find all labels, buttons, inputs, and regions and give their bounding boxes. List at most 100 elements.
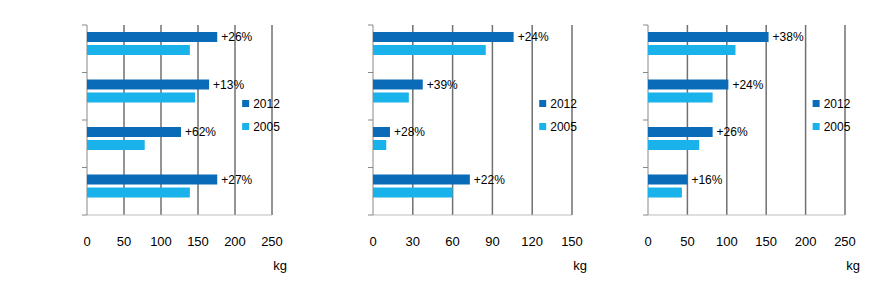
x-axis-line [373, 215, 572, 216]
bar [648, 80, 728, 90]
chart-panel: 0 50 100 150 200 250 +38% +24% +26% +16% kg 2012 200… [643, 25, 860, 273]
y-tick [643, 167, 648, 168]
legend-label: 2012 [550, 97, 577, 111]
legend-label: 2005 [824, 120, 851, 134]
tick-label: 100 [716, 234, 738, 249]
legend-label: 2012 [253, 97, 280, 111]
tick-label: 100 [150, 234, 172, 249]
bars [373, 32, 514, 198]
chart-panel: 0 50 100 150 200 250 +26% +13% +62% +27% kg 2012 200… [82, 25, 287, 273]
tick-label: 200 [795, 234, 817, 249]
bar [648, 32, 769, 42]
tick-label: 30 [406, 234, 420, 249]
annotation: +26% [221, 30, 252, 44]
grid-line [805, 25, 807, 215]
grid-line [234, 25, 236, 215]
annotation: +28% [394, 125, 425, 139]
tick-label: 250 [834, 234, 856, 249]
grid-line [765, 25, 767, 215]
tick-label: 120 [521, 234, 543, 249]
bar [87, 140, 145, 150]
bars [648, 32, 769, 198]
y-tick [82, 72, 87, 73]
annotation: +24% [518, 30, 549, 44]
tick-label: 60 [445, 234, 459, 249]
x-axis-line [87, 215, 272, 216]
y-tick [368, 120, 373, 121]
bars [87, 32, 217, 198]
legend-swatch [539, 123, 546, 130]
bar [87, 127, 181, 137]
annotation: +24% [732, 78, 763, 92]
figure: 0 50 100 150 200 250 +26% +13% +62% +27% kg 2012 200… [0, 0, 874, 287]
tick-label: 0 [644, 234, 651, 249]
legend-swatch [242, 100, 249, 107]
y-tick [643, 120, 648, 121]
y-tick [643, 72, 648, 73]
bar [648, 188, 682, 198]
axis-label: kg [573, 258, 587, 273]
y-tick [368, 167, 373, 168]
bar [648, 175, 687, 185]
grid-line [531, 25, 533, 215]
bar [648, 127, 713, 137]
annotation: +38% [773, 30, 804, 44]
bar [87, 32, 217, 42]
bar [87, 188, 190, 198]
bar [648, 45, 735, 55]
bar [87, 45, 190, 55]
y-tick [643, 25, 648, 26]
bar [87, 80, 209, 90]
bar [373, 32, 514, 42]
y-tick [82, 120, 87, 121]
bar [373, 140, 386, 150]
bar [373, 45, 486, 55]
annotation: +27% [221, 173, 252, 187]
y-tick [82, 167, 87, 168]
annotation: +16% [691, 173, 722, 187]
y-tick [82, 215, 87, 216]
tick-label: 0 [369, 234, 376, 249]
grid-line [197, 25, 199, 215]
y-tick [82, 25, 87, 26]
legend-swatch [242, 123, 249, 130]
bar [648, 140, 699, 150]
x-axis-line [648, 215, 845, 216]
bar [373, 175, 470, 185]
tick-label: 0 [83, 234, 90, 249]
axis-label: kg [273, 258, 287, 273]
legend-swatch [813, 123, 820, 130]
tick-label: 150 [187, 234, 209, 249]
annotation: +26% [717, 125, 748, 139]
bar [373, 93, 409, 103]
bar [87, 175, 217, 185]
legend-label: 2005 [550, 120, 577, 134]
tick-label: 50 [680, 234, 694, 249]
bar [373, 80, 423, 90]
annotation: +39% [427, 78, 458, 92]
legend-swatch [813, 100, 820, 107]
legend-label: 2012 [824, 97, 851, 111]
annotation: +62% [185, 125, 216, 139]
legend-swatch [539, 100, 546, 107]
annotation: +22% [474, 173, 505, 187]
tick-label: 90 [485, 234, 499, 249]
axis-label: kg [846, 258, 860, 273]
y-tick [368, 72, 373, 73]
tick-label: 150 [755, 234, 777, 249]
legend-label: 2005 [253, 120, 280, 134]
y-tick [368, 215, 373, 216]
y-tick [643, 215, 648, 216]
tick-label: 200 [224, 234, 246, 249]
y-tick [368, 25, 373, 26]
bar [373, 188, 453, 198]
bar [648, 93, 713, 103]
tick-label: 250 [261, 234, 283, 249]
annotation: +13% [213, 78, 244, 92]
grid-line [492, 25, 494, 215]
tick-label: 50 [117, 234, 131, 249]
bar [87, 93, 195, 103]
tick-label: 150 [561, 234, 583, 249]
chart-panel: 0 30 60 90 120 150 +24% +39% +28% +22% kg 2012 2005 [368, 25, 587, 273]
bar [373, 127, 390, 137]
